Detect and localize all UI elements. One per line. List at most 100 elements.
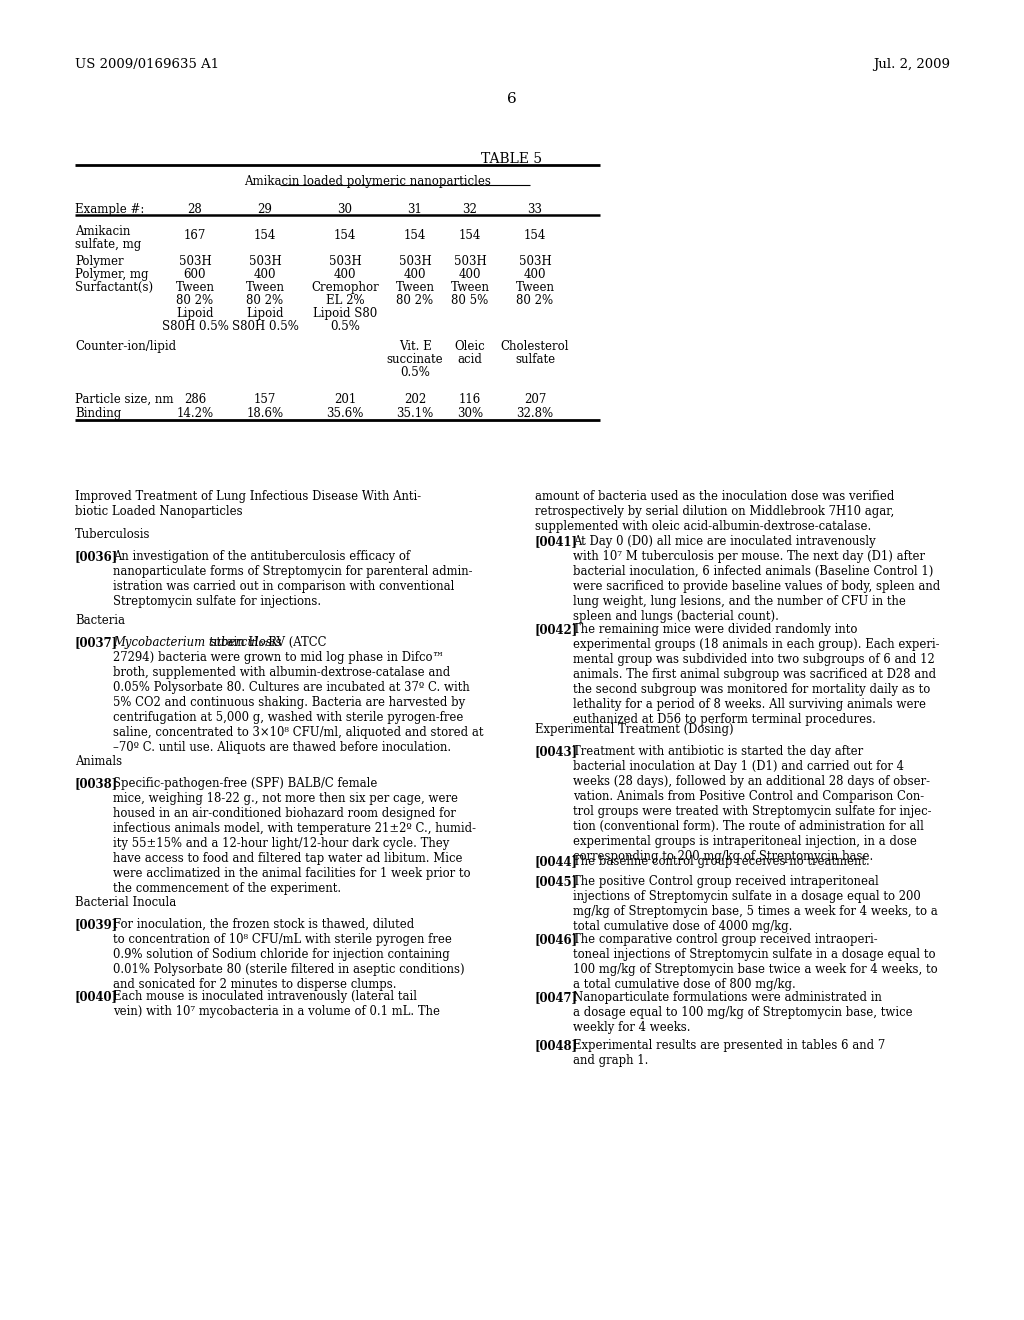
Text: S80H 0.5%: S80H 0.5% bbox=[162, 319, 228, 333]
Text: Bacterial Inocula: Bacterial Inocula bbox=[75, 896, 176, 909]
Text: 29: 29 bbox=[258, 203, 272, 216]
Text: 35.6%: 35.6% bbox=[327, 407, 364, 420]
Text: [0048]: [0048] bbox=[535, 1039, 579, 1052]
Text: [0037]: [0037] bbox=[75, 636, 118, 649]
Text: 154: 154 bbox=[334, 228, 356, 242]
Text: 35.1%: 35.1% bbox=[396, 407, 433, 420]
Text: 18.6%: 18.6% bbox=[247, 407, 284, 420]
Text: Lipoid S80: Lipoid S80 bbox=[313, 308, 377, 319]
Text: Experimental results are presented in tables 6 and 7
and graph 1.: Experimental results are presented in ta… bbox=[573, 1039, 886, 1067]
Text: succinate: succinate bbox=[387, 352, 443, 366]
Text: strain H₃₇RV (ATCC
27294) bacteria were grown to mid log phase in Difco™
broth, : strain H₃₇RV (ATCC 27294) bacteria were … bbox=[113, 636, 483, 754]
Text: TABLE 5: TABLE 5 bbox=[481, 152, 543, 166]
Text: Polymer, mg: Polymer, mg bbox=[75, 268, 148, 281]
Text: Tuberculosis: Tuberculosis bbox=[75, 528, 151, 541]
Text: Tween: Tween bbox=[515, 281, 555, 294]
Text: Lipoid: Lipoid bbox=[176, 308, 214, 319]
Text: [0041]: [0041] bbox=[535, 535, 578, 548]
Text: 32.8%: 32.8% bbox=[516, 407, 554, 420]
Text: Surfactant(s): Surfactant(s) bbox=[75, 281, 154, 294]
Text: 400: 400 bbox=[254, 268, 276, 281]
Text: Specific-pathogen-free (SPF) BALB/C female
mice, weighing 18-22 g., not more the: Specific-pathogen-free (SPF) BALB/C fema… bbox=[113, 777, 476, 895]
Text: 80 2%: 80 2% bbox=[516, 294, 554, 308]
Text: 286: 286 bbox=[184, 393, 206, 407]
Text: Amikacin loaded polymeric nanoparticles: Amikacin loaded polymeric nanoparticles bbox=[244, 176, 490, 187]
Text: [0040]: [0040] bbox=[75, 990, 118, 1003]
Text: Treatment with antibiotic is started the day after
bacterial inoculation at Day : Treatment with antibiotic is started the… bbox=[573, 744, 932, 863]
Text: 400: 400 bbox=[459, 268, 481, 281]
Text: At Day 0 (D0) all mice are inoculated intravenously
with 10⁷ M tuberculosis per : At Day 0 (D0) all mice are inoculated in… bbox=[573, 535, 940, 623]
Text: Polymer: Polymer bbox=[75, 255, 124, 268]
Text: Nanoparticulate formulations were administrated in
a dosage equal to 100 mg/kg o: Nanoparticulate formulations were admini… bbox=[573, 991, 912, 1034]
Text: For inoculation, the frozen stock is thawed, diluted
to concentration of 10⁸ CFU: For inoculation, the frozen stock is tha… bbox=[113, 917, 465, 991]
Text: 0.5%: 0.5% bbox=[400, 366, 430, 379]
Text: Particle size, nm: Particle size, nm bbox=[75, 393, 173, 407]
Text: Oleic: Oleic bbox=[455, 341, 485, 352]
Text: 116: 116 bbox=[459, 393, 481, 407]
Text: 80 2%: 80 2% bbox=[176, 294, 214, 308]
Text: [0043]: [0043] bbox=[535, 744, 579, 758]
Text: [0047]: [0047] bbox=[535, 991, 578, 1005]
Text: 31: 31 bbox=[408, 203, 423, 216]
Text: Cremophor: Cremophor bbox=[311, 281, 379, 294]
Text: 157: 157 bbox=[254, 393, 276, 407]
Text: [0042]: [0042] bbox=[535, 623, 579, 636]
Text: 600: 600 bbox=[183, 268, 206, 281]
Text: EL 2%: EL 2% bbox=[326, 294, 365, 308]
Text: amount of bacteria used as the inoculation dose was verified
retrospectively by : amount of bacteria used as the inoculati… bbox=[535, 490, 894, 533]
Text: Amikacin: Amikacin bbox=[75, 224, 130, 238]
Text: The positive Control group received intraperitoneal
injections of Streptomycin s: The positive Control group received intr… bbox=[573, 875, 938, 933]
Text: [0044]: [0044] bbox=[535, 855, 578, 869]
Text: [0036]: [0036] bbox=[75, 550, 118, 564]
Text: Tween: Tween bbox=[451, 281, 489, 294]
Text: Each mouse is inoculated intravenously (lateral tail
vein) with 10⁷ mycobacteria: Each mouse is inoculated intravenously (… bbox=[113, 990, 440, 1018]
Text: The comparative control group received intraoperi-
toneal injections of Streptom: The comparative control group received i… bbox=[573, 933, 938, 991]
Text: 154: 154 bbox=[524, 228, 546, 242]
Text: 167: 167 bbox=[184, 228, 206, 242]
Text: [0046]: [0046] bbox=[535, 933, 579, 946]
Text: 80 5%: 80 5% bbox=[452, 294, 488, 308]
Text: An investigation of the antituberculosis efficacy of
nanoparticulate forms of St: An investigation of the antituberculosis… bbox=[113, 550, 472, 609]
Text: [0038]: [0038] bbox=[75, 777, 118, 789]
Text: [0045]: [0045] bbox=[535, 875, 579, 888]
Text: 30: 30 bbox=[338, 203, 352, 216]
Text: 30%: 30% bbox=[457, 407, 483, 420]
Text: Cholesterol: Cholesterol bbox=[501, 341, 569, 352]
Text: 154: 154 bbox=[254, 228, 276, 242]
Text: Bacteria: Bacteria bbox=[75, 614, 125, 627]
Text: 28: 28 bbox=[187, 203, 203, 216]
Text: 154: 154 bbox=[459, 228, 481, 242]
Text: 0.5%: 0.5% bbox=[330, 319, 360, 333]
Text: Tween: Tween bbox=[246, 281, 285, 294]
Text: The remaining mice were divided randomly into
experimental groups (18 animals in: The remaining mice were divided randomly… bbox=[573, 623, 939, 726]
Text: 14.2%: 14.2% bbox=[176, 407, 214, 420]
Text: Experimental Treatment (Dosing): Experimental Treatment (Dosing) bbox=[535, 723, 733, 737]
Text: 400: 400 bbox=[523, 268, 546, 281]
Text: The baseline control group receives no treatment.: The baseline control group receives no t… bbox=[573, 855, 869, 869]
Text: sulfate, mg: sulfate, mg bbox=[75, 238, 141, 251]
Text: [0039]: [0039] bbox=[75, 917, 118, 931]
Text: sulfate: sulfate bbox=[515, 352, 555, 366]
Text: US 2009/0169635 A1: US 2009/0169635 A1 bbox=[75, 58, 219, 71]
Text: Tween: Tween bbox=[395, 281, 434, 294]
Text: 154: 154 bbox=[403, 228, 426, 242]
Text: Jul. 2, 2009: Jul. 2, 2009 bbox=[873, 58, 950, 71]
Text: Counter-ion/lipid: Counter-ion/lipid bbox=[75, 341, 176, 352]
Text: 503H: 503H bbox=[178, 255, 211, 268]
Text: Lipoid: Lipoid bbox=[246, 308, 284, 319]
Text: Vit. E: Vit. E bbox=[398, 341, 431, 352]
Text: acid: acid bbox=[458, 352, 482, 366]
Text: 80 2%: 80 2% bbox=[396, 294, 433, 308]
Text: 6: 6 bbox=[507, 92, 517, 106]
Text: 80 2%: 80 2% bbox=[247, 294, 284, 308]
Text: Mycobacterium tuberculosis: Mycobacterium tuberculosis bbox=[113, 636, 282, 649]
Text: Tween: Tween bbox=[175, 281, 214, 294]
Text: 503H: 503H bbox=[454, 255, 486, 268]
Text: 503H: 503H bbox=[518, 255, 551, 268]
Text: 207: 207 bbox=[524, 393, 546, 407]
Text: 400: 400 bbox=[403, 268, 426, 281]
Text: Binding: Binding bbox=[75, 407, 121, 420]
Text: 33: 33 bbox=[527, 203, 543, 216]
Text: S80H 0.5%: S80H 0.5% bbox=[231, 319, 298, 333]
Text: 201: 201 bbox=[334, 393, 356, 407]
